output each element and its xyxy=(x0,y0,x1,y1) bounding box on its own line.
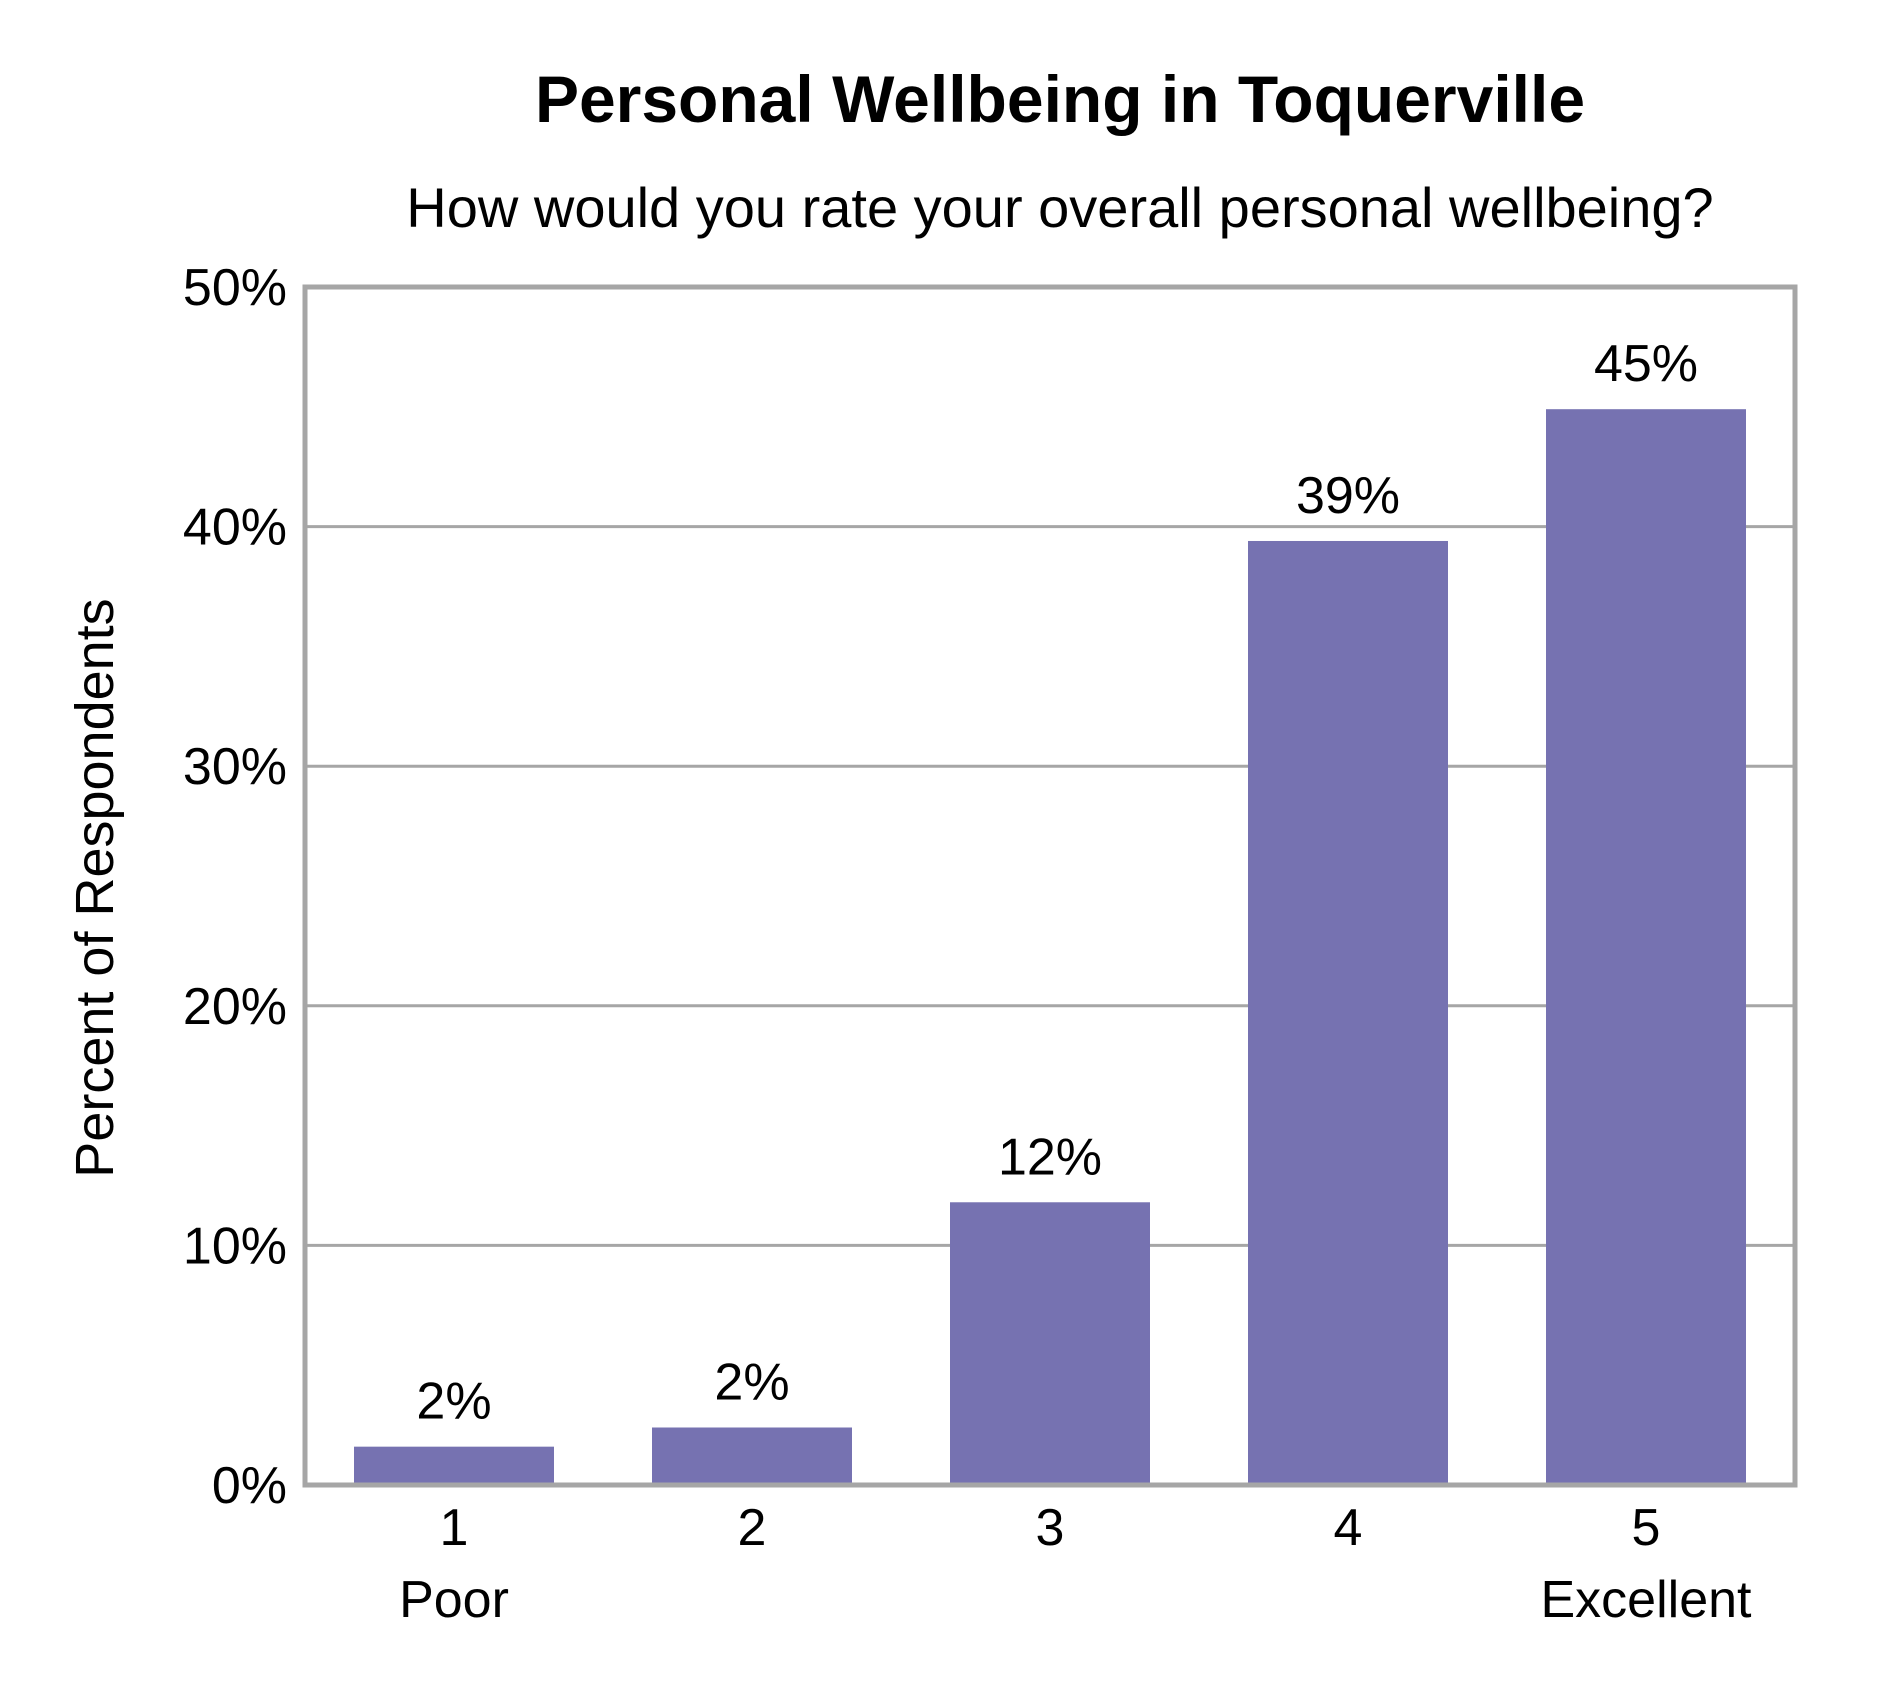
x-tick-sublabel: Excellent xyxy=(1541,1571,1753,1629)
bar xyxy=(354,1446,554,1485)
data-label-background xyxy=(396,1370,512,1429)
x-tick-sublabel: Poor xyxy=(399,1571,509,1629)
x-tick-label: 5 xyxy=(1632,1499,1661,1557)
bars xyxy=(354,409,1746,1485)
data-label-background xyxy=(992,1126,1108,1185)
data-label: 2% xyxy=(714,1353,789,1411)
bar xyxy=(950,1202,1150,1485)
y-tick-label: 50% xyxy=(183,259,287,317)
data-labels: 2% 2% 12% 39% 45% xyxy=(396,333,1704,1431)
data-label: 45% xyxy=(1594,335,1698,393)
x-tick-label: 4 xyxy=(1334,1499,1363,1557)
y-tick-label: 20% xyxy=(183,978,287,1036)
x-tick-label: 1 xyxy=(440,1499,469,1557)
y-axis-title: Percent of Respondents xyxy=(65,598,125,1177)
y-tick-label: 10% xyxy=(183,1217,287,1275)
bar xyxy=(1248,540,1448,1485)
data-label-background xyxy=(1588,333,1704,392)
data-label-background xyxy=(1290,464,1406,523)
data-label-background xyxy=(694,1351,810,1410)
x-tick-label: 3 xyxy=(1036,1499,1065,1557)
x-axis-ticks: 1 Poor 2 3 4 5 Excellent xyxy=(399,1499,1752,1629)
data-label: 39% xyxy=(1296,467,1400,525)
y-tick-label: 30% xyxy=(183,738,287,796)
bar xyxy=(652,1427,852,1485)
bar xyxy=(1546,409,1746,1485)
data-label: 12% xyxy=(998,1128,1102,1186)
chart-subtitle: How would you rate your overall personal… xyxy=(406,176,1713,239)
y-tick-label: 40% xyxy=(183,499,287,557)
chart-title: Personal Wellbeing in Toquerville xyxy=(535,62,1585,136)
plot-frame xyxy=(302,284,1798,1488)
x-tick-label: 2 xyxy=(738,1499,767,1557)
y-tick-label: 0% xyxy=(212,1457,287,1515)
data-label: 2% xyxy=(416,1373,491,1431)
y-axis-ticks: 0% 10% 20% 30% 40% 50% xyxy=(183,259,287,1515)
plot-border xyxy=(302,284,1798,1488)
